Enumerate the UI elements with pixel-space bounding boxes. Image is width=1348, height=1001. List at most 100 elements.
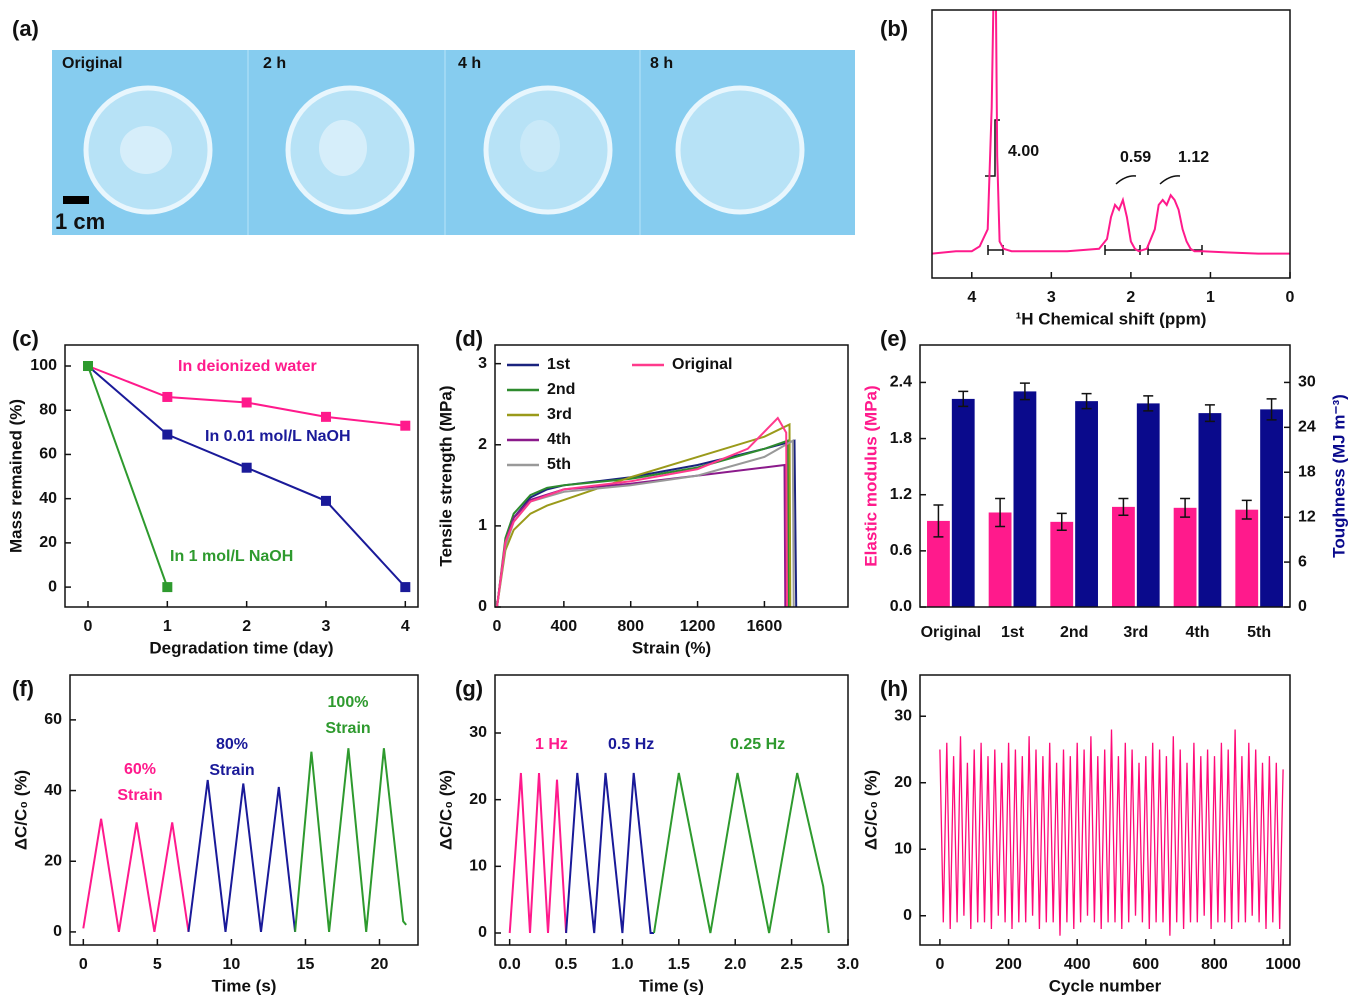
integral-curve [1159, 175, 1181, 185]
series-label: 0.25 Hz [730, 736, 785, 753]
x-axis-label: Degradation time (day) [149, 638, 333, 657]
y-axis-label: Mass remained (%) [6, 399, 25, 553]
x-tick-label: 5th [1247, 624, 1271, 641]
error-bar [1118, 497, 1129, 517]
bar [1075, 401, 1098, 607]
x-tick-label: 4 [401, 618, 410, 635]
bar [1112, 506, 1135, 607]
bar [1136, 403, 1160, 607]
point [162, 391, 173, 402]
legend-label: 4th [547, 431, 571, 448]
x-tick-label: 0 [493, 618, 502, 635]
series-label: Strain [117, 787, 162, 804]
series-label: 1 Hz [535, 736, 568, 753]
integration-marks [985, 119, 1203, 255]
series-line [496, 416, 788, 607]
y-tick-label: 1.2 [890, 486, 912, 503]
series-label: 100% [328, 694, 369, 711]
x-axis-label: Time (s) [639, 976, 704, 995]
scale-bar [63, 196, 89, 204]
x-tick-label: 3 [1047, 289, 1056, 306]
legend-label: 1st [547, 356, 571, 373]
x-axis-label: Time (s) [212, 976, 277, 995]
error-bar [995, 497, 1006, 528]
x-tick-label: 0.5 [555, 956, 577, 973]
y2-tick-label: 0 [1298, 598, 1307, 615]
scale-label: 1 cm [55, 209, 105, 234]
series-label: In deionized water [178, 358, 317, 375]
y-tick-label: 2.4 [890, 374, 912, 391]
y-tick-label: 20 [44, 852, 62, 869]
y2-tick-label: 18 [1298, 463, 1316, 480]
x-tick-label: 600 [1132, 956, 1159, 973]
x-tick-label: 1000 [1265, 956, 1301, 973]
y-tick-label: 30 [469, 724, 487, 741]
plot-frame [64, 344, 419, 608]
error-bar [958, 390, 969, 408]
point [162, 429, 173, 440]
y2-tick-label: 12 [1298, 508, 1316, 525]
legend-label: 2nd [547, 381, 575, 398]
series-line [939, 729, 1284, 936]
x-tick-label: 3rd [1123, 624, 1148, 641]
x-axis-label: Strain (%) [632, 638, 711, 657]
y-axis-label: Elastic modulus (MPa) [861, 385, 880, 566]
dishes [83, 85, 805, 215]
x-tick-label: 1.5 [668, 956, 690, 973]
y-tick-label: 40 [44, 782, 62, 799]
y-axis-label: Tensile strength (MPa) [436, 385, 455, 566]
x-tick-label: 0 [1286, 289, 1295, 306]
plot-frame [919, 344, 1291, 608]
x-tick-label: 3 [322, 618, 331, 635]
bar [951, 398, 975, 607]
y-tick-label: 0.0 [890, 598, 912, 615]
legend-label: 3rd [547, 406, 572, 423]
plot-frame [494, 344, 849, 608]
x-tick-label: 3.0 [837, 956, 859, 973]
y2-tick-label: 24 [1298, 419, 1316, 436]
error-bar [1056, 512, 1067, 532]
hydrogels [120, 120, 560, 176]
y-tick-label: 0.6 [890, 542, 912, 559]
panel-label: (f) [12, 676, 34, 701]
photo-caption: 8 h [650, 55, 673, 72]
photo-caption: 4 h [458, 55, 481, 72]
bar [1050, 521, 1074, 607]
error-bar [1180, 497, 1191, 518]
point [320, 411, 331, 422]
hydrogel [319, 120, 367, 176]
bar [1013, 391, 1037, 607]
dish [675, 85, 805, 215]
photo-panel: Original 2 h 4 h 8 h 1 cm [52, 50, 855, 235]
bar [1198, 413, 1222, 607]
chart-panel: (f) 0 5 10 15 20 0 20 40 60 Time (s) ΔC/C₀ (%) 60% St… [11, 674, 419, 995]
series-line [87, 365, 169, 588]
series-label: Strain [209, 762, 254, 779]
y-axis-label: ΔC/C₀ (%) [11, 770, 30, 850]
error-bar [933, 504, 944, 538]
point [400, 582, 411, 593]
series-line [496, 422, 792, 607]
x-tick-label: 1 [1206, 289, 1215, 306]
x-tick-label: 2.0 [724, 956, 746, 973]
y-tick-label: 0 [478, 924, 487, 941]
point [83, 361, 94, 372]
series-line [932, 10, 1290, 255]
series-label: 60% [124, 761, 156, 778]
chart-panel: (e) 0.0 0.6 1.2 1.8 2.4 0 6 12 18 24 30 Elastic modu… [861, 326, 1348, 641]
series-line [294, 748, 407, 933]
y-tick-label: 20 [894, 774, 912, 791]
series-line [653, 772, 830, 934]
x-tick-label: 20 [371, 956, 389, 973]
y-tick-label: 0 [478, 598, 487, 615]
error-bar [1143, 395, 1154, 412]
bar [1173, 507, 1197, 607]
series-line [496, 439, 790, 607]
error-bar [1204, 404, 1215, 423]
x-tick-label: 800 [1201, 956, 1228, 973]
x-tick-label: Original [921, 624, 981, 641]
error-bar [1019, 382, 1030, 401]
x-tick-label: 10 [223, 956, 241, 973]
plot-frame [919, 674, 1291, 946]
bar [927, 520, 950, 607]
